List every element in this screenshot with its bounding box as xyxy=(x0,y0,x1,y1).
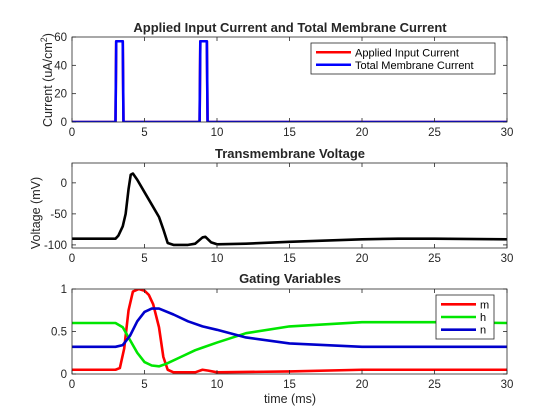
x-tick-label-voltage: 5 xyxy=(141,253,147,265)
series-line-total-membrane-current xyxy=(72,39,507,122)
legend-label-n: n xyxy=(480,325,486,337)
y-axis-label-voltage: Voltage (mV) xyxy=(29,177,43,249)
y-tick-label-current: 20 xyxy=(54,89,67,101)
series-line-m xyxy=(72,289,507,374)
legend-box-current xyxy=(310,42,496,75)
legend-label-h: h xyxy=(480,312,486,324)
legend-label-m: m xyxy=(480,299,489,311)
x-tick-label-voltage: 15 xyxy=(283,253,296,265)
chart-title-voltage: Transmembrane Voltage xyxy=(215,146,365,161)
x-tick-label-gating: 30 xyxy=(501,379,514,391)
panel-current: Applied Input Current and Total Membrane… xyxy=(39,20,513,139)
x-tick-label-voltage: 30 xyxy=(501,253,514,265)
x-tick-label-gating: 15 xyxy=(283,379,296,391)
x-tick-label-current: 25 xyxy=(428,127,441,139)
x-tick-label-gating: 5 xyxy=(141,379,147,391)
y-tick-label-voltage: 0 xyxy=(61,178,67,190)
y-axis-label-current: Current (uA/cm2) xyxy=(39,33,55,127)
x-tick-label-gating: 10 xyxy=(211,379,224,391)
y-tick-label-current: 60 xyxy=(54,32,67,44)
y-tick-label-voltage: -100 xyxy=(44,240,67,252)
chart-title-gating: Gating Variables xyxy=(239,271,341,286)
x-tick-label-current: 20 xyxy=(356,127,369,139)
legend-gating: mhn xyxy=(435,294,495,340)
legend-label-total-membrane-current: Total Membrane Current xyxy=(355,60,474,72)
x-tick-label-current: 30 xyxy=(501,127,514,139)
x-tick-label-current: 15 xyxy=(283,127,296,139)
panel-voltage: Transmembrane Voltage Voltage (mV) 0 5 10 1… xyxy=(29,146,513,265)
x-tick-label-gating: 0 xyxy=(69,379,75,391)
series-line-n xyxy=(72,307,507,349)
legend-label-applied-input-current: Applied Input Current xyxy=(355,47,459,59)
x-tick-label-current: 5 xyxy=(141,127,147,139)
chart-title-current: Applied Input Current and Total Membrane… xyxy=(133,20,447,35)
x-tick-label-voltage: 10 xyxy=(211,253,224,265)
y-tick-label-current: 0 xyxy=(61,117,67,129)
plot-area-voltage: 0 5 10 15 20 25 30 -100 -50 0 xyxy=(44,162,514,265)
x-tick-label-current: 10 xyxy=(211,127,224,139)
x-axis-label-gating: time (ms) xyxy=(264,392,316,406)
x-tick-label-voltage: 20 xyxy=(356,253,369,265)
y-tick-label-current: 40 xyxy=(54,60,67,72)
series-line-voltage xyxy=(72,172,507,247)
plot-area-current: 0 5 10 15 20 25 30 0 20 40 60 Applied Input Current… xyxy=(54,32,513,139)
plot-area-gating: 0 5 10 15 20 25 30 0 0.5 1 mhn xyxy=(51,284,513,391)
x-tick-label-gating: 25 xyxy=(428,379,441,391)
y-tick-label-gating: 0 xyxy=(61,369,67,381)
y-tick-label-voltage: -50 xyxy=(50,209,67,221)
x-tick-label-voltage: 0 xyxy=(69,253,75,265)
x-tick-label-current: 0 xyxy=(69,127,75,139)
x-tick-label-voltage: 25 xyxy=(428,253,441,265)
panel-gating: Gating Variables time (ms) 0 5 10 15 20 25 300… xyxy=(51,271,513,406)
y-tick-label-gating: 1 xyxy=(61,284,67,296)
x-tick-label-gating: 20 xyxy=(356,379,369,391)
plot-background-gating xyxy=(72,289,507,374)
y-tick-label-gating: 0.5 xyxy=(51,327,67,339)
plot-background-voltage xyxy=(72,163,507,248)
